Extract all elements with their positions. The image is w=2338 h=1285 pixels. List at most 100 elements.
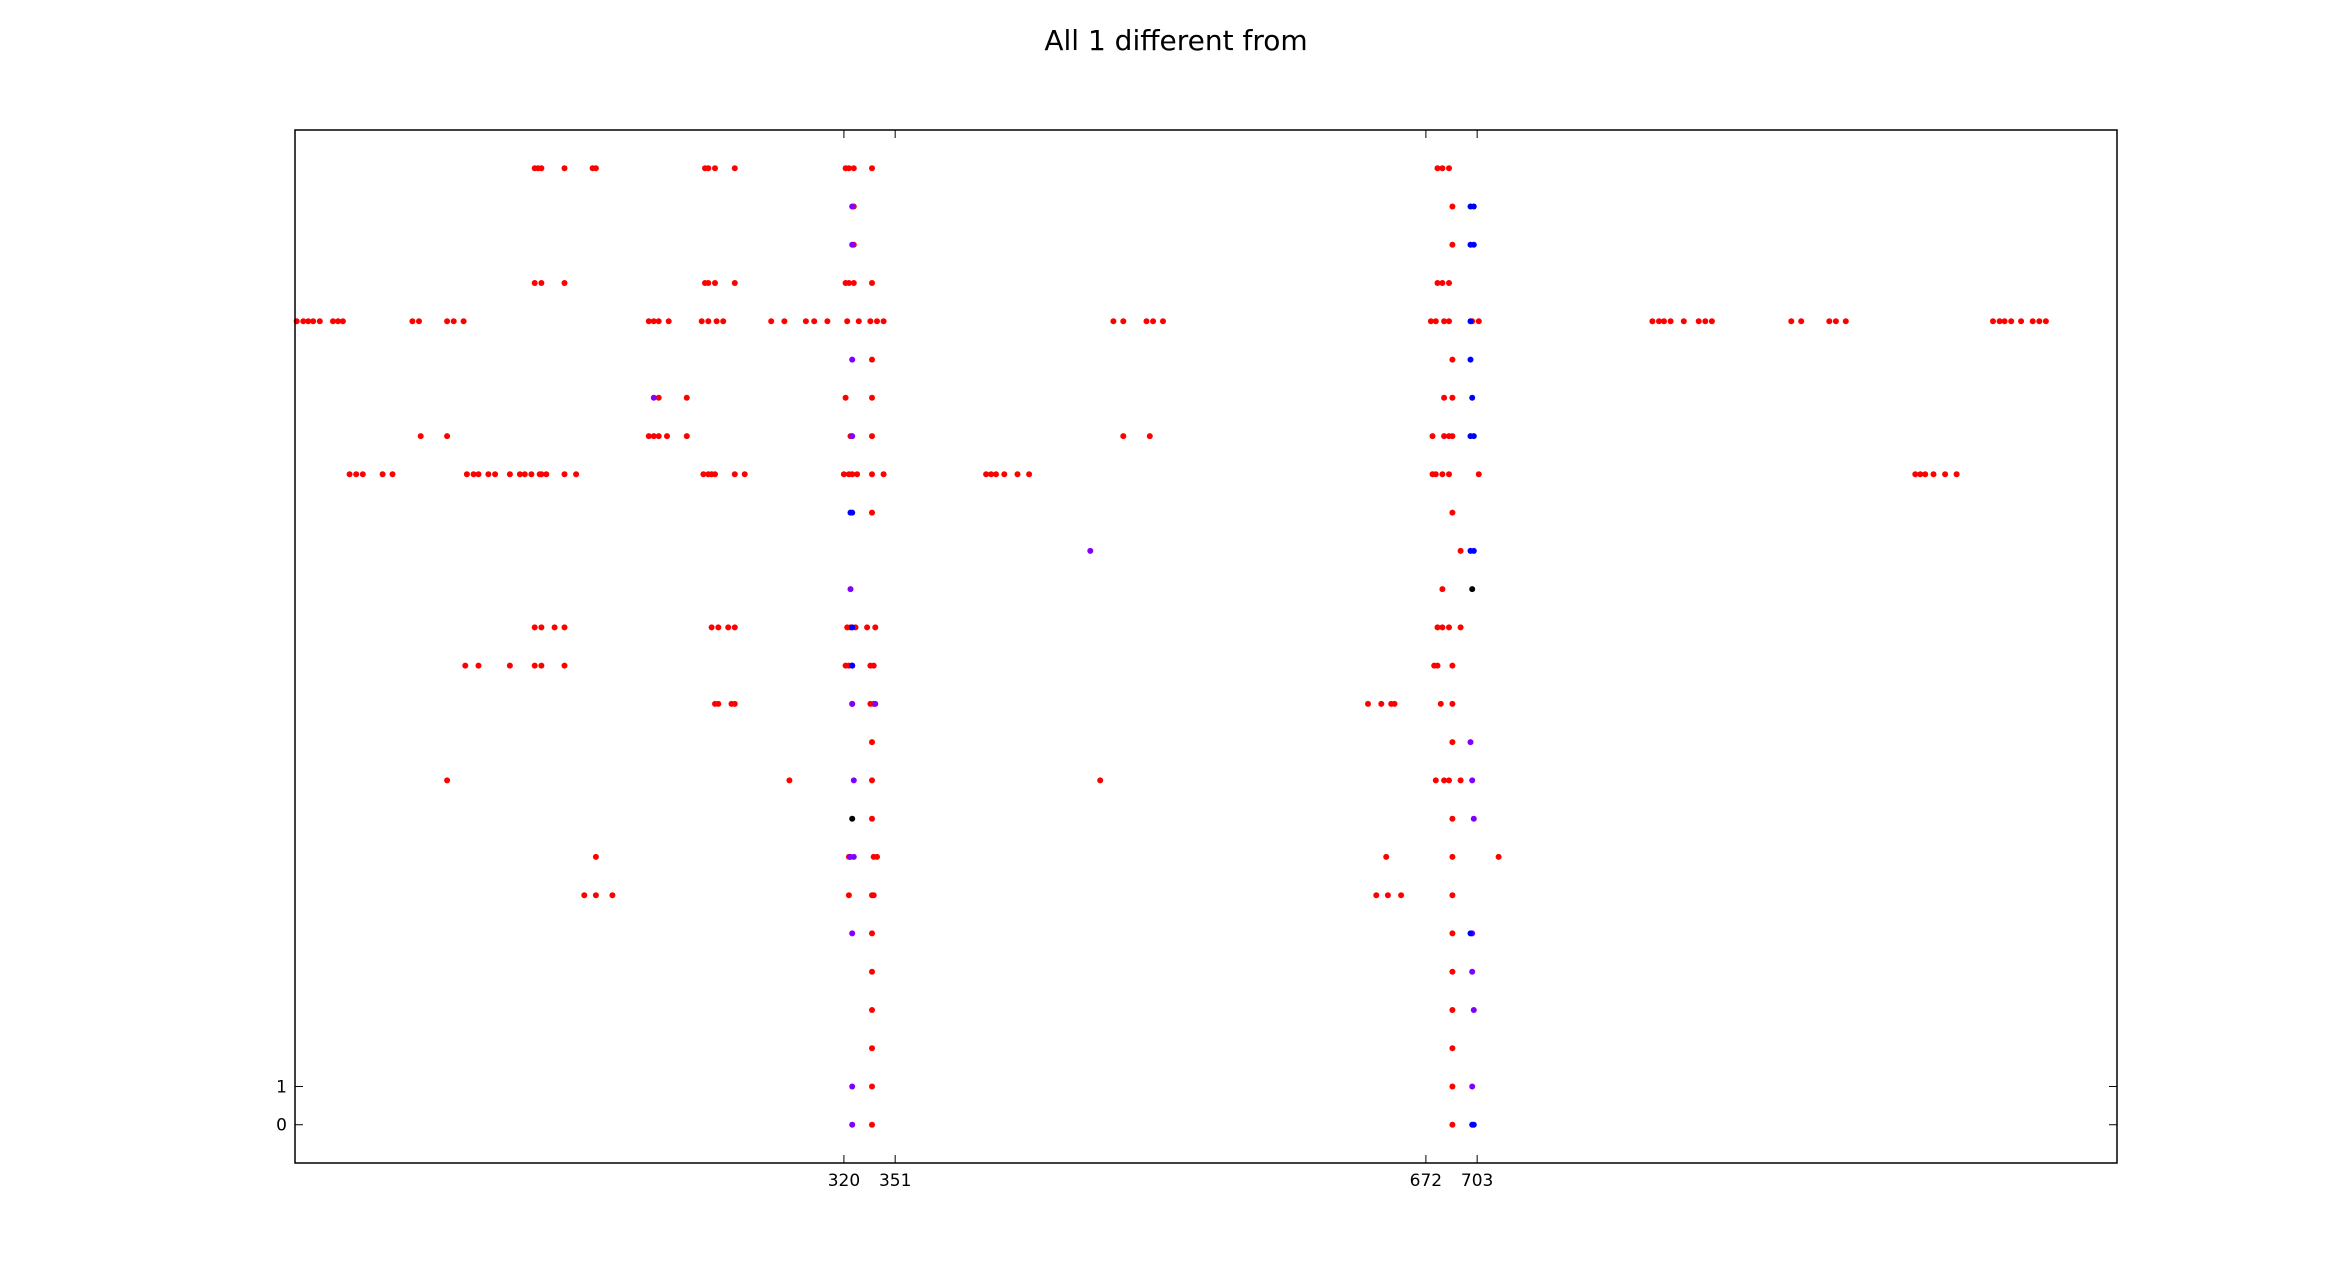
data-point-red-141	[700, 471, 707, 478]
data-point-blue-6	[1469, 394, 1476, 401]
data-point-purple-13	[1470, 815, 1477, 822]
data-point-red-89	[1842, 318, 1849, 325]
data-point-red-213	[1391, 700, 1398, 707]
data-point-red-232	[1383, 853, 1390, 860]
data-point-red-91	[1996, 318, 2003, 325]
data-point-red-30	[850, 280, 857, 286]
data-point-red-153	[983, 471, 990, 478]
data-point-red-80	[1667, 318, 1674, 325]
data-point-red-186	[1434, 624, 1441, 631]
data-point-red-242	[1384, 892, 1391, 899]
data-point-red-64	[874, 318, 880, 325]
data-point-red-192	[506, 662, 513, 669]
data-point-red-162	[1446, 471, 1452, 478]
data-point-red-140	[573, 471, 580, 478]
data-point-red-222	[1432, 777, 1439, 784]
data-point-red-120	[1449, 433, 1456, 440]
data-point-red-25	[705, 280, 712, 286]
data-point-red-104	[1441, 394, 1448, 401]
data-point-red-14	[1434, 165, 1441, 172]
data-point-purple-16	[849, 930, 856, 937]
data-point-red-51	[665, 318, 672, 325]
data-point-red-128	[470, 471, 477, 478]
data-point-red-189	[1457, 624, 1464, 631]
data-point-red-227	[1449, 815, 1456, 822]
data-point-red-180	[731, 624, 738, 631]
data-point-red-102	[842, 394, 849, 401]
data-point-purple-12	[1469, 777, 1476, 784]
data-point-red-130	[485, 471, 492, 478]
data-point-blue-14	[849, 662, 856, 669]
data-point-red-114	[869, 433, 875, 440]
data-point-red-44	[416, 318, 422, 325]
data-point-red-87	[1826, 318, 1833, 325]
data-point-red-21	[531, 280, 538, 286]
data-point-red-194	[538, 662, 545, 669]
data-point-red-154	[988, 471, 995, 478]
data-point-red-36	[300, 318, 307, 325]
data-point-red-124	[359, 471, 366, 478]
data-point-red-47	[460, 318, 467, 325]
data-point-red-111	[664, 433, 670, 440]
data-point-red-187	[1439, 624, 1446, 631]
plot-frame	[294, 129, 2118, 1164]
data-point-red-248	[1449, 968, 1456, 975]
data-point-red-116	[1146, 433, 1153, 440]
data-point-red-123	[353, 471, 360, 478]
data-point-red-122	[346, 471, 353, 478]
data-point-red-98	[869, 356, 875, 363]
data-point-purple-9	[872, 700, 879, 707]
data-point-red-121	[1449, 509, 1456, 516]
data-point-red-240	[870, 892, 877, 899]
data-point-red-171	[1457, 547, 1464, 554]
data-point-blue-5	[1467, 356, 1474, 363]
data-point-red-177	[708, 624, 715, 631]
data-point-red-12	[850, 165, 857, 172]
data-point-red-137	[538, 471, 545, 478]
data-point-blue-15	[1467, 930, 1474, 937]
data-point-red-221	[1097, 777, 1104, 784]
chart-title: All 1 different from	[1044, 24, 1307, 57]
data-point-red-202	[1449, 662, 1456, 669]
data-point-red-108	[645, 433, 652, 440]
data-point-red-79	[1661, 318, 1667, 325]
data-point-red-60	[824, 318, 831, 325]
data-point-red-175	[551, 624, 558, 631]
x-tick-label-672: 672	[1410, 1171, 1442, 1191]
data-point-red-11	[845, 165, 852, 172]
data-point-red-66	[1110, 318, 1117, 325]
data-point-red-127	[463, 471, 470, 478]
data-point-red-126	[389, 471, 396, 478]
data-point-red-166	[1922, 471, 1929, 478]
data-point-red-16	[1446, 165, 1452, 172]
data-point-red-15	[1439, 165, 1446, 172]
data-point-red-53	[705, 318, 712, 325]
data-point-purple-10	[1467, 739, 1474, 746]
data-point-red-61	[844, 318, 851, 325]
data-point-red-84	[1708, 318, 1715, 325]
data-point-red-22	[538, 280, 545, 286]
data-point-blue-8	[1470, 433, 1477, 440]
data-point-red-95	[2029, 318, 2036, 325]
data-point-red-5	[592, 165, 599, 172]
data-point-red-34	[1446, 280, 1452, 286]
data-point-red-67	[1120, 318, 1127, 325]
data-point-red-2	[538, 165, 545, 172]
axes: 320 351 672 703 0 1	[276, 130, 2117, 1191]
data-point-red-190	[462, 662, 469, 669]
data-point-red-206	[731, 700, 738, 707]
data-point-red-109	[650, 433, 657, 440]
data-point-red-228	[592, 853, 599, 860]
data-point-red-100	[655, 394, 662, 401]
data-point-red-173	[531, 624, 538, 631]
data-point-red-103	[869, 394, 875, 401]
data-point-purple-21	[1469, 1083, 1476, 1090]
data-point-red-86	[1798, 318, 1805, 325]
data-point-red-150	[854, 471, 861, 478]
data-point-red-170	[869, 509, 875, 516]
data-point-red-176	[561, 624, 568, 631]
data-point-red-160	[1432, 471, 1439, 478]
data-points	[293, 165, 2049, 1128]
data-point-red-249	[869, 1007, 875, 1013]
data-point-red-238	[845, 892, 852, 899]
